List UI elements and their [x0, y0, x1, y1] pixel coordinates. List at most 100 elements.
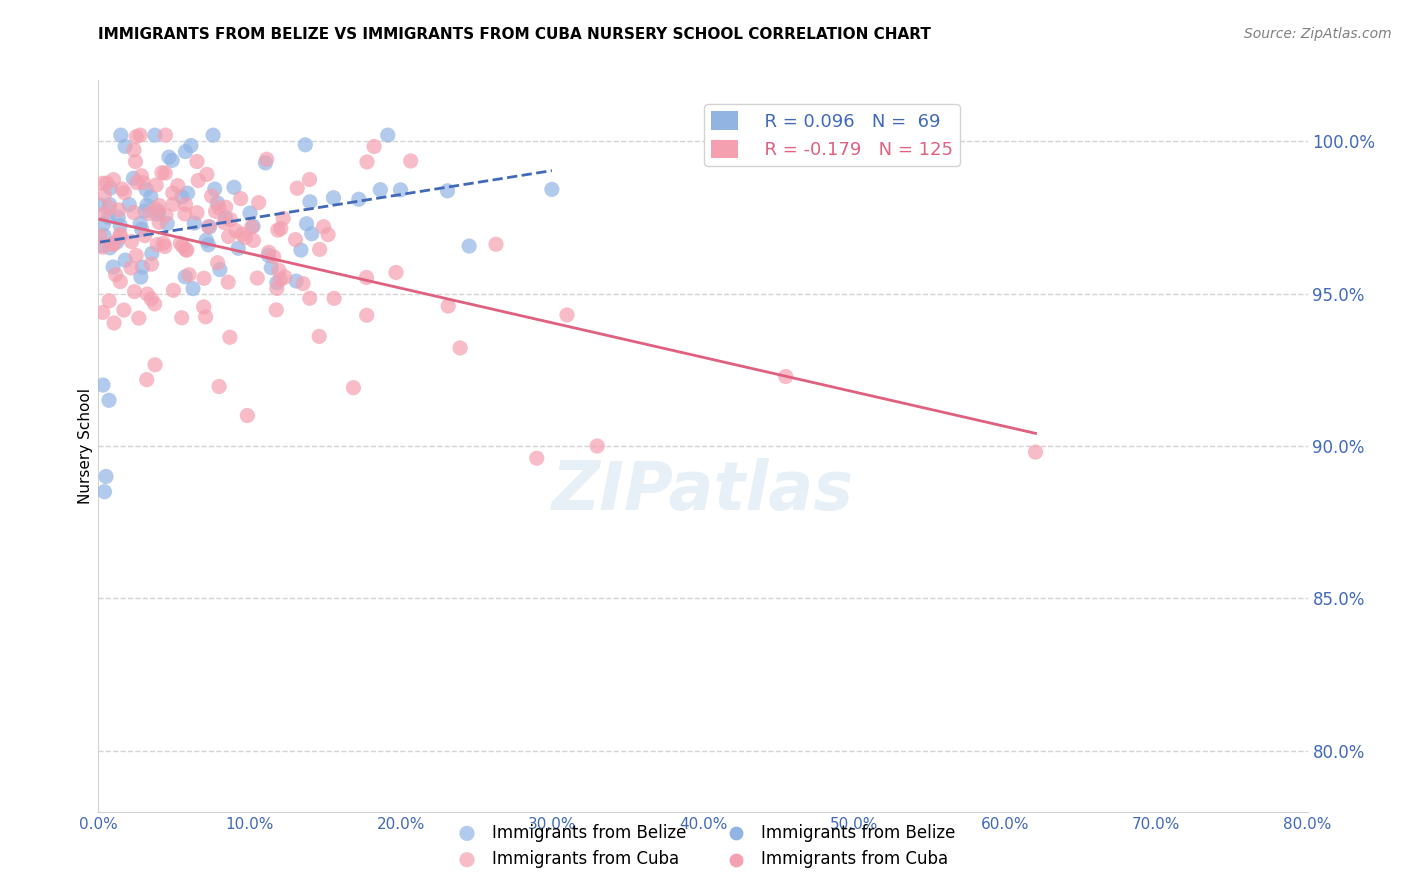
Immigrants from Belize: [135, 182, 157, 196]
Immigrants from Cuba: [263, 250, 285, 264]
Immigrants from Cuba: [485, 237, 508, 252]
Immigrants from Belize: [183, 216, 205, 230]
Immigrants from Cuba: [195, 167, 218, 181]
Immigrants from Cuba: [162, 283, 184, 297]
Immigrants from Cuba: [120, 260, 142, 275]
Immigrants from Cuba: [152, 236, 174, 251]
Immigrants from Cuba: [323, 291, 346, 305]
Immigrants from Cuba: [148, 215, 170, 229]
Immigrants from Cuba: [121, 235, 143, 249]
Immigrants from Cuba: [155, 166, 177, 180]
Immigrants from Cuba: [155, 208, 177, 222]
Immigrants from Cuba: [197, 219, 219, 234]
Immigrants from Cuba: [162, 186, 184, 200]
Immigrants from Cuba: [103, 316, 125, 330]
Immigrants from Cuba: [145, 202, 167, 216]
Immigrants from Cuba: [225, 224, 247, 238]
Immigrants from Cuba: [169, 236, 191, 251]
Immigrants from Cuba: [267, 223, 290, 237]
Immigrants from Belize: [260, 260, 283, 275]
Immigrants from Cuba: [308, 243, 330, 257]
Immigrants from Cuba: [1024, 445, 1046, 459]
Immigrants from Cuba: [146, 237, 169, 252]
Immigrants from Belize: [226, 241, 249, 255]
Immigrants from Belize: [208, 262, 231, 277]
Immigrants from Belize: [146, 207, 169, 221]
Immigrants from Belize: [129, 217, 152, 231]
Immigrants from Cuba: [110, 275, 132, 289]
Immigrants from Cuba: [91, 208, 114, 222]
Immigrants from Cuba: [128, 311, 150, 326]
Immigrants from Cuba: [143, 297, 166, 311]
Immigrants from Belize: [97, 211, 120, 225]
Immigrants from Cuba: [207, 256, 229, 270]
Immigrants from Belize: [156, 216, 179, 230]
Immigrants from Belize: [118, 197, 141, 211]
Immigrants from Belize: [101, 260, 124, 274]
Immigrants from Cuba: [214, 200, 236, 214]
Immigrants from Belize: [298, 194, 321, 209]
Immigrants from Belize: [98, 181, 121, 195]
Immigrants from Cuba: [135, 373, 157, 387]
Immigrants from Cuba: [141, 292, 163, 306]
Immigrants from Belize: [114, 139, 136, 153]
Immigrants from Belize: [134, 204, 156, 219]
Immigrants from Cuba: [267, 263, 290, 277]
Immigrants from Cuba: [93, 187, 115, 202]
Immigrants from Cuba: [285, 181, 308, 195]
Immigrants from Cuba: [138, 206, 160, 220]
Immigrants from Cuba: [399, 153, 422, 168]
Immigrants from Cuba: [96, 176, 118, 190]
Immigrants from Cuba: [204, 204, 226, 219]
Immigrants from Cuba: [363, 139, 385, 153]
Immigrants from Cuba: [122, 205, 145, 219]
Immigrants from Cuba: [125, 248, 148, 262]
Immigrants from Cuba: [356, 155, 378, 169]
Immigrants from Belize: [141, 246, 163, 260]
Immigrants from Cuba: [298, 291, 321, 305]
Immigrants from Cuba: [437, 299, 460, 313]
Immigrants from Cuba: [292, 277, 315, 291]
Immigrants from Cuba: [129, 128, 152, 143]
Immigrants from Cuba: [155, 128, 177, 143]
Immigrants from Belize: [294, 137, 316, 152]
Y-axis label: Nursery School: Nursery School: [77, 388, 93, 504]
Immigrants from Belize: [105, 235, 128, 249]
Immigrants from Belize: [98, 241, 121, 255]
Immigrants from Cuba: [172, 239, 194, 253]
Immigrants from Belize: [195, 233, 218, 247]
Immigrants from Cuba: [134, 228, 156, 243]
Immigrants from Cuba: [91, 240, 114, 254]
Immigrants from Cuba: [143, 358, 166, 372]
Immigrants from Cuba: [555, 308, 578, 322]
Immigrants from Belize: [129, 270, 152, 285]
Immigrants from Cuba: [125, 176, 148, 190]
Immigrants from Belize: [131, 260, 153, 274]
Immigrants from Cuba: [150, 166, 173, 180]
Immigrants from Belize: [239, 206, 262, 220]
Immigrants from Cuba: [193, 271, 215, 285]
Immigrants from Belize: [174, 269, 197, 284]
Immigrants from Belize: [204, 182, 226, 196]
Immigrants from Cuba: [148, 198, 170, 212]
Immigrants from Belize: [114, 253, 136, 268]
Immigrants from Cuba: [108, 202, 131, 217]
Immigrants from Cuba: [312, 219, 335, 234]
Immigrants from Cuba: [298, 172, 321, 186]
Immigrants from Cuba: [91, 305, 114, 319]
Immigrants from Cuba: [385, 265, 408, 279]
Immigrants from Cuba: [270, 221, 292, 235]
Immigrants from Cuba: [269, 272, 291, 286]
Immigrants from Cuba: [775, 369, 797, 384]
Immigrants from Cuba: [274, 270, 297, 285]
Immigrants from Belize: [98, 393, 121, 408]
Immigrants from Cuba: [586, 439, 609, 453]
Immigrants from Cuba: [141, 257, 163, 271]
Immigrants from Cuba: [112, 303, 135, 318]
Immigrants from Cuba: [108, 230, 131, 244]
Immigrants from Belize: [91, 217, 114, 231]
Immigrants from Belize: [368, 183, 391, 197]
Immigrants from Cuba: [174, 197, 197, 211]
Immigrants from Cuba: [217, 275, 239, 289]
Immigrants from Cuba: [187, 173, 209, 187]
